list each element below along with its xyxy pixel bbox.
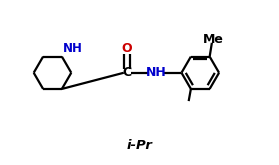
Text: C: C	[122, 66, 132, 79]
Text: NH: NH	[63, 42, 83, 55]
Text: NH: NH	[146, 66, 167, 79]
Text: O: O	[122, 42, 132, 55]
Text: i-Pr: i-Pr	[127, 139, 152, 152]
Text: Me: Me	[203, 33, 224, 46]
